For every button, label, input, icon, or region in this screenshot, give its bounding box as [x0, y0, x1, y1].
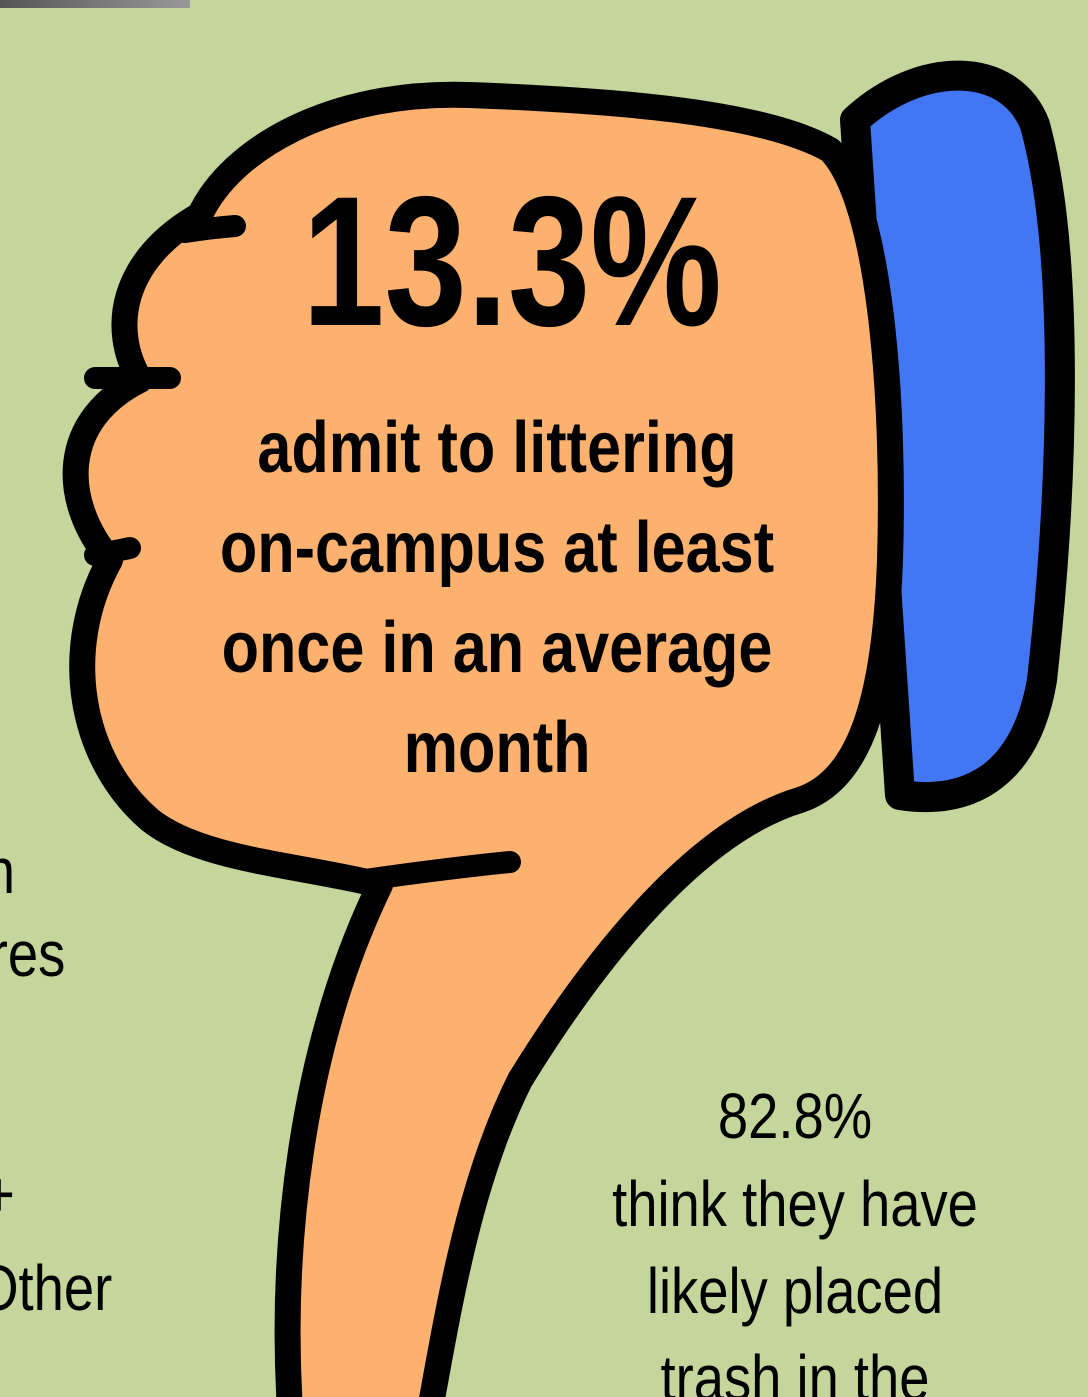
right-value: 82.8% — [718, 1080, 872, 1152]
left-fragment: Other — [0, 1252, 112, 1324]
headline-line: on-campus at least — [220, 508, 774, 588]
right-line: trash in the — [660, 1342, 929, 1397]
right-line: likely placed — [647, 1255, 943, 1327]
right-line: think they have — [612, 1168, 978, 1240]
headline-line: once in an average — [222, 608, 773, 688]
headline-value: 13.3% — [302, 158, 722, 365]
left-fragment: res — [0, 918, 65, 990]
page: {"headline": {"value": "13.3%", "lines":… — [0, 0, 1088, 1397]
left-fragment: n — [0, 835, 15, 907]
headline-line: month — [404, 708, 591, 788]
infographic: 13.3% admit to littering on-campus at le… — [0, 0, 1088, 1397]
headline-line: admit to littering — [257, 408, 736, 488]
top-strip — [0, 0, 190, 8]
left-fragment: + — [0, 1158, 15, 1230]
